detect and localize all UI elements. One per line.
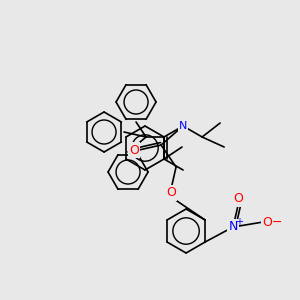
Text: O: O	[262, 215, 272, 229]
Text: O: O	[233, 193, 243, 206]
Text: N: N	[228, 220, 238, 233]
Text: O: O	[166, 187, 176, 200]
Text: +: +	[235, 217, 243, 227]
Text: −: −	[272, 215, 282, 229]
Text: O: O	[129, 143, 139, 157]
Text: N: N	[179, 121, 187, 131]
